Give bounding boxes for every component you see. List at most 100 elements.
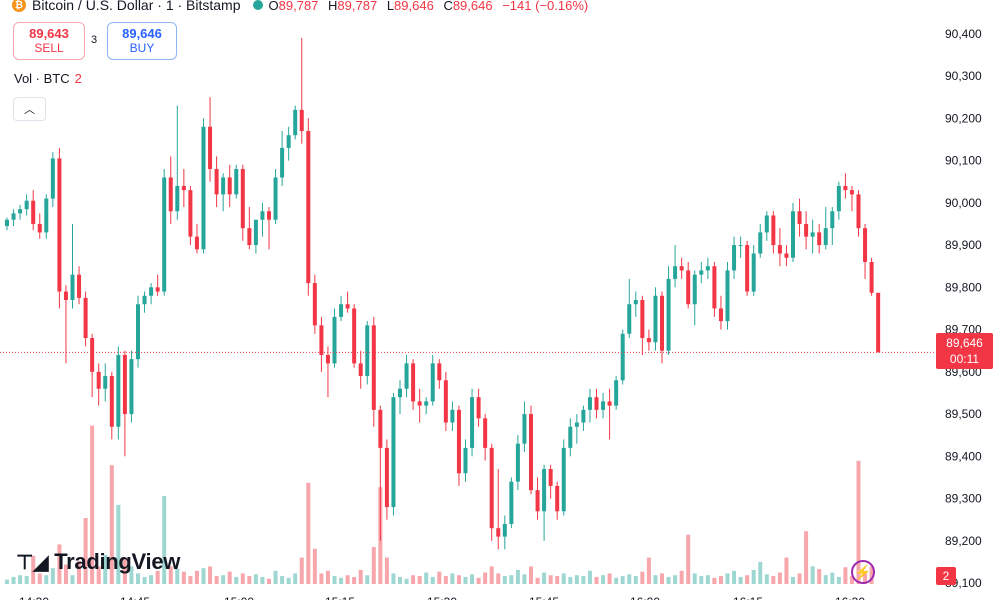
volume-bar [129,566,134,584]
candle-body [168,177,173,212]
candle-body [666,278,671,351]
symbol-title[interactable]: Bitcoin / U.S. Dollar · 1 · Bitstamp [32,0,241,13]
volume-bar [267,578,271,584]
bitcoin-icon: ₿ [12,0,26,12]
volume-bar [784,557,789,584]
volume-bar [732,570,737,584]
candle-body [109,376,114,427]
candle-body [365,325,370,377]
candle-body [371,325,376,410]
volume-bar [522,574,527,584]
candle-body [784,253,789,258]
candle-body [378,409,383,448]
candle-body [417,401,422,406]
candle-body [162,177,167,292]
volume-bar [581,576,586,584]
candle-body [384,447,389,508]
volume-indicator-label: Vol · BTC [14,71,70,86]
volume-bar [24,576,29,584]
volume-indicator-legend[interactable]: Vol · BTC 2 [14,71,82,86]
candle-body [633,300,638,305]
candle-body [601,401,606,410]
candle-body [738,245,743,247]
volume-bar [718,576,723,584]
candle-body [358,363,363,377]
y-tick-label: 89,500 [945,407,982,421]
volume-bar [391,573,396,584]
volume-bar [476,577,481,584]
candle-body [718,308,723,322]
candle-body [332,316,337,364]
candle-body [5,219,9,227]
volume-bar [823,575,828,584]
candle-body [771,215,776,246]
candle-body [509,481,514,524]
candle-body [496,528,501,537]
x-axis[interactable]: 14:30 14:45 15:00 15:15 15:30 15:45 16:00 16:15… [19,595,865,600]
volume-bar [699,576,704,584]
volume-bar [299,557,304,584]
candle-body [44,198,49,233]
volume-bar [856,460,861,584]
candle-body [352,308,357,364]
x-tick-label: 15:30 [427,595,457,600]
volume-bar [18,575,23,584]
volume-bar [247,576,252,584]
candle-body [869,261,874,293]
candle-body [502,523,507,537]
candle-body [208,126,213,170]
y-tick-label: 90,300 [945,69,982,83]
candle-body [542,469,547,512]
sell-button[interactable]: 89,643 SELL [13,22,85,60]
x-tick-label: 15:00 [224,595,254,600]
y-tick-label: 89,300 [945,492,982,506]
candle-body [732,245,737,271]
bar-countdown: 00:11 [949,352,980,366]
candle-body [856,194,861,229]
symbol-header: ₿ Bitcoin / U.S. Dollar · 1 · Bitstamp O… [12,0,594,15]
volume-bar [188,576,193,584]
ohlc-values: O89,787 H89,787 L89,646 C89,646 −141 (−0… [269,0,595,13]
volume-bar [175,569,180,584]
candle-body [548,469,553,486]
volume-bar [57,544,62,584]
volume-bar [424,572,429,584]
volume-bar [70,575,75,584]
candle-body [404,363,409,389]
volume-bar [849,576,854,584]
candle-body [11,213,16,220]
candle-body [57,158,62,292]
sell-label: SELL [34,41,64,55]
candles [5,38,881,550]
candle-body [660,295,664,351]
x-tick-label: 15:15 [325,595,355,600]
volume-bar [358,569,363,584]
volume-bar [227,571,232,584]
candle-body [594,397,599,410]
lightning-icon[interactable]: ⚡ [851,560,875,584]
volume-bar [155,570,160,584]
volume-bar [194,570,199,584]
volume-bar [509,575,514,584]
volume-bar [712,577,717,584]
candle-body [201,126,206,250]
ohlc-low: 89,646 [394,0,434,13]
tradingview-logo[interactable]: ⊤◢ TradingView [16,549,180,575]
buy-button[interactable]: 89,646 BUY [107,22,177,60]
collapse-legend-button[interactable]: ︿ [13,97,46,121]
volume-bar [437,571,442,584]
candle-body [705,266,710,271]
volume-bar [463,576,468,584]
candle-body [725,270,730,322]
candle-body [686,270,691,305]
y-tick-label: 90,100 [945,154,982,168]
x-tick-label: 15:45 [529,595,559,600]
last-price-value: 89,646 [946,336,983,350]
volume-bar [280,576,285,584]
volume-bar [587,570,592,584]
candle-body [692,274,697,305]
y-axis[interactable]: 90,400 90,300 90,200 90,100 90,000 89,900 89,8… [945,27,982,590]
candle-body [286,135,291,148]
candle-body [777,245,782,254]
